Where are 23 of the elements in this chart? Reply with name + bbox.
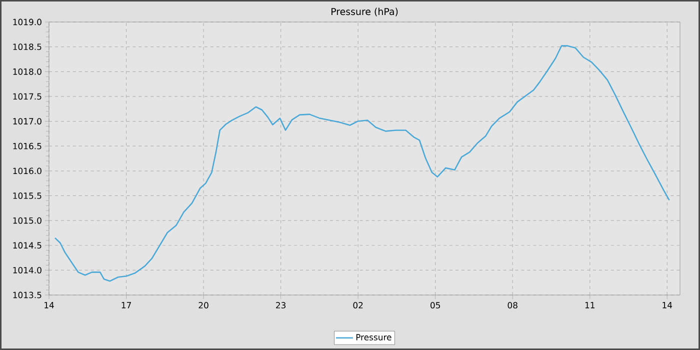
x-tick-label: 14 xyxy=(44,302,54,308)
y-tick-label: 1015.0 xyxy=(13,217,42,224)
y-tick-label: 1018.5 xyxy=(13,44,42,50)
x-tick-label: 11 xyxy=(585,302,594,308)
legend-label: Pressure xyxy=(356,334,392,340)
y-tick-label: 1017.5 xyxy=(13,93,42,100)
y-tick-label: 1013.5 xyxy=(13,292,42,298)
x-tick-label: 05 xyxy=(430,302,440,308)
chart-title: Pressure (hPa) xyxy=(331,8,398,16)
x-tick-label: 17 xyxy=(122,302,131,308)
x-tick-label: 08 xyxy=(508,302,518,308)
y-tick-label: 1018.0 xyxy=(13,68,42,75)
y-tick-label: 1016.5 xyxy=(13,142,42,150)
y-tick-label: 1016.0 xyxy=(13,168,42,174)
x-tick-label: 20 xyxy=(198,302,208,308)
y-tick-label: 1014.5 xyxy=(13,242,42,249)
y-tick-label: 1015.5 xyxy=(13,192,42,199)
y-tick-label: 1014.0 xyxy=(13,266,42,274)
x-tick-label: 23 xyxy=(276,302,286,308)
y-tick-label: 1017.0 xyxy=(13,118,42,124)
x-tick-label: 02 xyxy=(353,302,363,308)
y-tick-label: 1019.0 xyxy=(13,18,42,26)
x-tick-label: 14 xyxy=(662,302,672,308)
